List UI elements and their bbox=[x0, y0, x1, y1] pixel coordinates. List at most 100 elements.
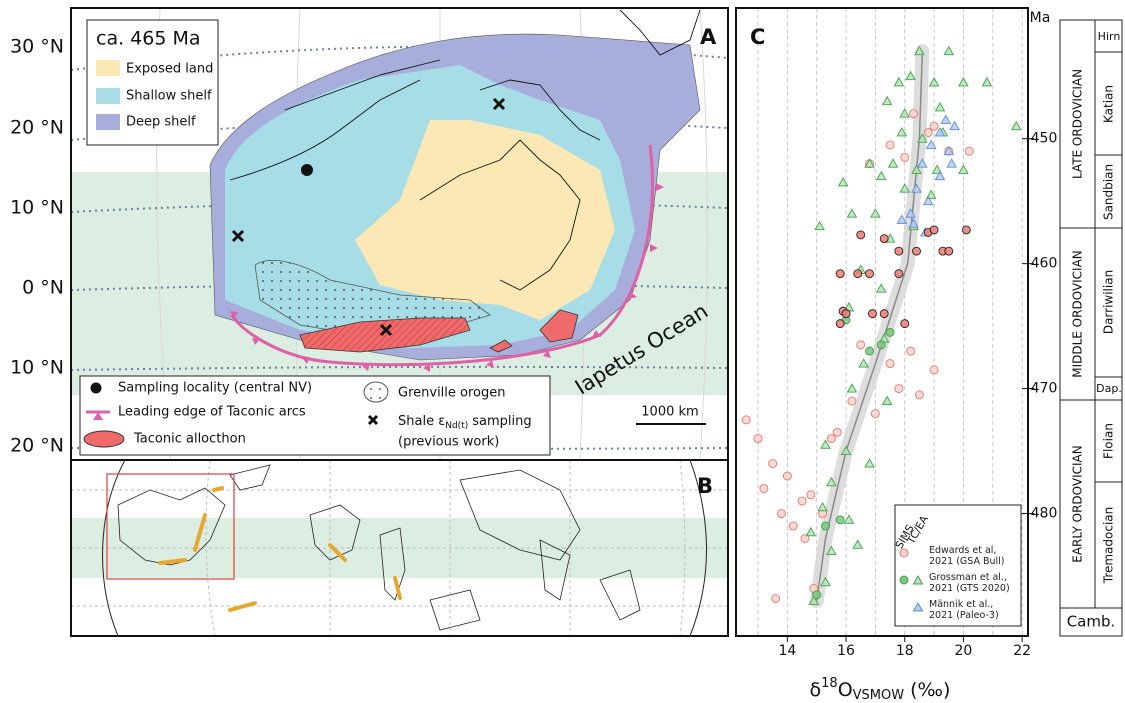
map-legend: Deep shelf bbox=[126, 115, 196, 130]
key-text: Shale εNd(t) sampling bbox=[398, 414, 532, 431]
point bbox=[808, 595, 820, 605]
point bbox=[856, 340, 866, 350]
point bbox=[925, 139, 937, 149]
point bbox=[949, 120, 960, 131]
point bbox=[958, 164, 969, 174]
point bbox=[832, 427, 842, 437]
point bbox=[943, 45, 955, 56]
plot-layer bbox=[741, 8, 1023, 636]
point bbox=[900, 152, 910, 162]
x-axis-label: δ18OVSMOW (‰) bbox=[810, 676, 951, 703]
point bbox=[817, 501, 828, 512]
point bbox=[840, 445, 852, 456]
point bbox=[864, 458, 875, 468]
point bbox=[899, 108, 911, 118]
key-text: Sampling locality (central NV) bbox=[118, 381, 312, 396]
point bbox=[917, 133, 928, 143]
point bbox=[771, 594, 781, 603]
point bbox=[826, 476, 837, 487]
latitude: 20 °N bbox=[10, 117, 64, 139]
point bbox=[914, 390, 924, 400]
panel-label: A bbox=[700, 25, 717, 49]
stage: Darriwilian bbox=[1102, 270, 1116, 334]
point bbox=[820, 576, 831, 587]
point bbox=[944, 246, 954, 256]
point bbox=[865, 269, 874, 279]
point bbox=[805, 526, 817, 537]
point bbox=[870, 208, 881, 218]
legend-entry: Grossman et al., 2021 (GTS 2020) bbox=[929, 572, 1010, 594]
point bbox=[934, 102, 946, 112]
point bbox=[914, 45, 925, 56]
x-tick-label: 16 bbox=[837, 643, 855, 659]
point bbox=[837, 177, 849, 187]
latitude: 10 °N bbox=[10, 197, 64, 219]
point bbox=[768, 459, 778, 469]
point bbox=[806, 490, 816, 500]
point bbox=[856, 230, 866, 240]
y-tick-label: 470 bbox=[1031, 381, 1058, 397]
stage: Floian bbox=[1102, 423, 1116, 459]
x-tick-label: 18 bbox=[896, 643, 914, 659]
point bbox=[899, 183, 911, 193]
legend-entry: Edwards et al, 2021 (GSA Bull) bbox=[929, 545, 1005, 567]
map-a: ca. 465 Ma Exposed land Shallow shelf De… bbox=[71, 8, 728, 460]
point bbox=[864, 158, 875, 168]
stage: Hirn bbox=[1098, 30, 1121, 43]
point bbox=[900, 319, 910, 329]
key-text: Leading edge of Taconic arcs bbox=[118, 405, 306, 420]
panel-label: C bbox=[750, 25, 765, 49]
point bbox=[753, 434, 763, 444]
point bbox=[870, 409, 880, 419]
y-tick-label: 450 bbox=[1031, 131, 1058, 147]
point bbox=[896, 214, 908, 224]
point bbox=[782, 471, 792, 481]
point bbox=[881, 395, 893, 406]
point bbox=[906, 346, 916, 356]
point bbox=[800, 534, 810, 543]
point bbox=[885, 140, 895, 150]
point bbox=[777, 509, 786, 518]
point bbox=[894, 384, 904, 394]
point bbox=[841, 309, 851, 319]
point bbox=[943, 145, 955, 156]
x-tick-label: 14 bbox=[778, 643, 796, 659]
point bbox=[868, 309, 877, 319]
point bbox=[940, 114, 952, 124]
latitude: 10 °N bbox=[10, 357, 64, 379]
point bbox=[931, 164, 943, 174]
point bbox=[958, 77, 969, 87]
point bbox=[853, 269, 863, 279]
point bbox=[925, 189, 937, 199]
point bbox=[964, 146, 974, 156]
point bbox=[909, 109, 918, 119]
point bbox=[912, 246, 921, 256]
map-age: ca. 465 Ma bbox=[96, 28, 201, 50]
stage: Camb. bbox=[1067, 613, 1116, 631]
point bbox=[917, 158, 928, 168]
x-tick-label: 22 bbox=[1013, 643, 1031, 659]
timescale bbox=[1059, 19, 1123, 637]
epoch: EARLY ORDOVICIAN bbox=[1071, 445, 1085, 562]
point bbox=[928, 77, 940, 87]
y-tick-label: 480 bbox=[1031, 506, 1058, 522]
point bbox=[908, 218, 919, 228]
point bbox=[826, 545, 837, 555]
point bbox=[894, 269, 904, 279]
latitude: 0 °N bbox=[22, 277, 64, 299]
point bbox=[946, 158, 957, 168]
stage: Sandbian bbox=[1102, 164, 1116, 220]
point bbox=[934, 170, 946, 181]
point bbox=[797, 496, 807, 506]
point bbox=[820, 439, 831, 449]
point bbox=[852, 539, 864, 549]
point bbox=[929, 365, 939, 375]
point bbox=[865, 346, 874, 356]
point bbox=[923, 128, 933, 137]
point bbox=[826, 434, 836, 444]
point bbox=[835, 515, 845, 525]
epoch: LATE ORDOVICIAN bbox=[1071, 69, 1085, 179]
y-tick-label: 460 bbox=[1031, 256, 1058, 272]
point bbox=[929, 121, 939, 131]
